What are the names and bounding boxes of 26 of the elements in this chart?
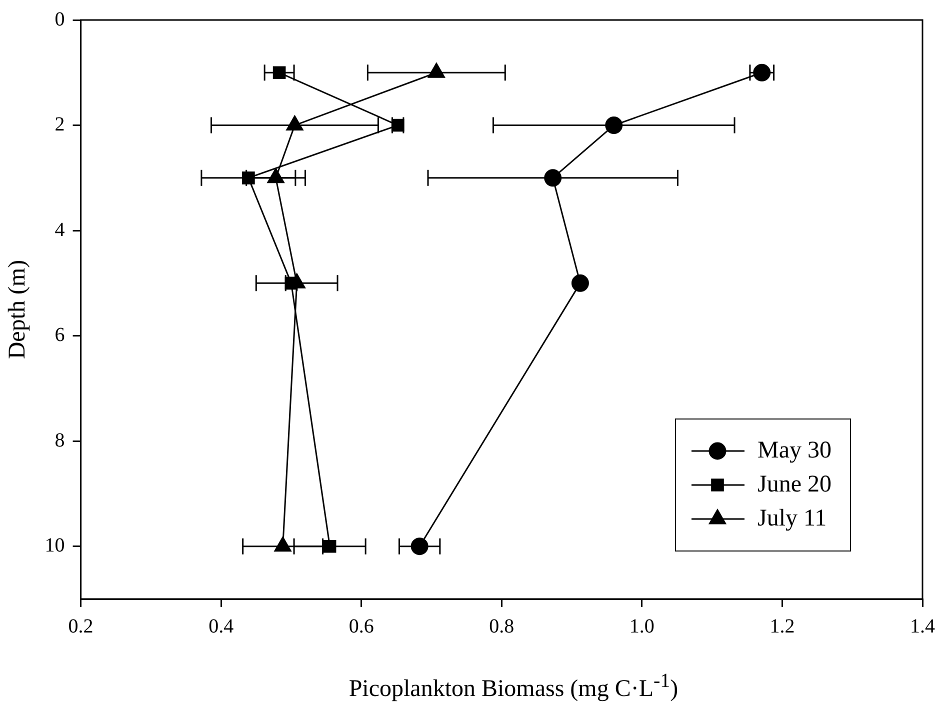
point xyxy=(753,64,771,82)
point xyxy=(571,274,589,292)
y-tick-label: 2 xyxy=(54,114,65,136)
legend-label: July 11 xyxy=(758,505,827,532)
x-tick-label: 0.4 xyxy=(208,615,234,638)
x-tick-label: 1.4 xyxy=(910,615,935,638)
x-tick-label: 0.6 xyxy=(348,615,374,638)
y-tick-label: 4 xyxy=(54,218,65,241)
point xyxy=(544,169,562,187)
x-tick-label: 0.2 xyxy=(68,615,94,638)
point xyxy=(323,540,336,553)
y-tick-label: 8 xyxy=(54,429,65,452)
y-tick-label: 10 xyxy=(44,534,65,557)
legend-label: June 20 xyxy=(758,471,832,498)
point xyxy=(242,172,255,184)
x-tick-label: 0.8 xyxy=(489,615,514,638)
point xyxy=(272,66,286,80)
y-tick-label: 6 xyxy=(54,324,65,346)
point xyxy=(605,116,623,134)
y-tick-label: 0 xyxy=(54,8,65,30)
legend-label: May 30 xyxy=(758,437,832,464)
y-axis-title: Depth (m) xyxy=(4,260,31,360)
point xyxy=(410,538,428,556)
x-tick-label: 1.0 xyxy=(629,615,654,638)
x-axis-title: Picoplankton Biomass (mg C·L$^{-1}$) xyxy=(348,670,680,703)
x-tick-label: 1.2 xyxy=(770,615,795,638)
